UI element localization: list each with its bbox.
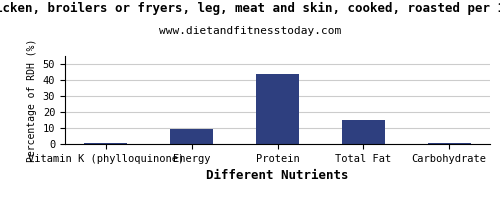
Y-axis label: Percentage of RDH (%): Percentage of RDH (%) (27, 38, 37, 162)
Text: chicken, broilers or fryers, leg, meat and skin, cooked, roasted per 100: chicken, broilers or fryers, leg, meat a… (0, 2, 500, 15)
Text: www.dietandfitnesstoday.com: www.dietandfitnesstoday.com (159, 26, 341, 36)
Bar (170, 129, 213, 144)
Bar (428, 143, 470, 144)
Bar (84, 143, 127, 144)
X-axis label: Different Nutrients: Different Nutrients (206, 169, 349, 182)
Bar (342, 120, 385, 144)
Bar (256, 74, 299, 144)
